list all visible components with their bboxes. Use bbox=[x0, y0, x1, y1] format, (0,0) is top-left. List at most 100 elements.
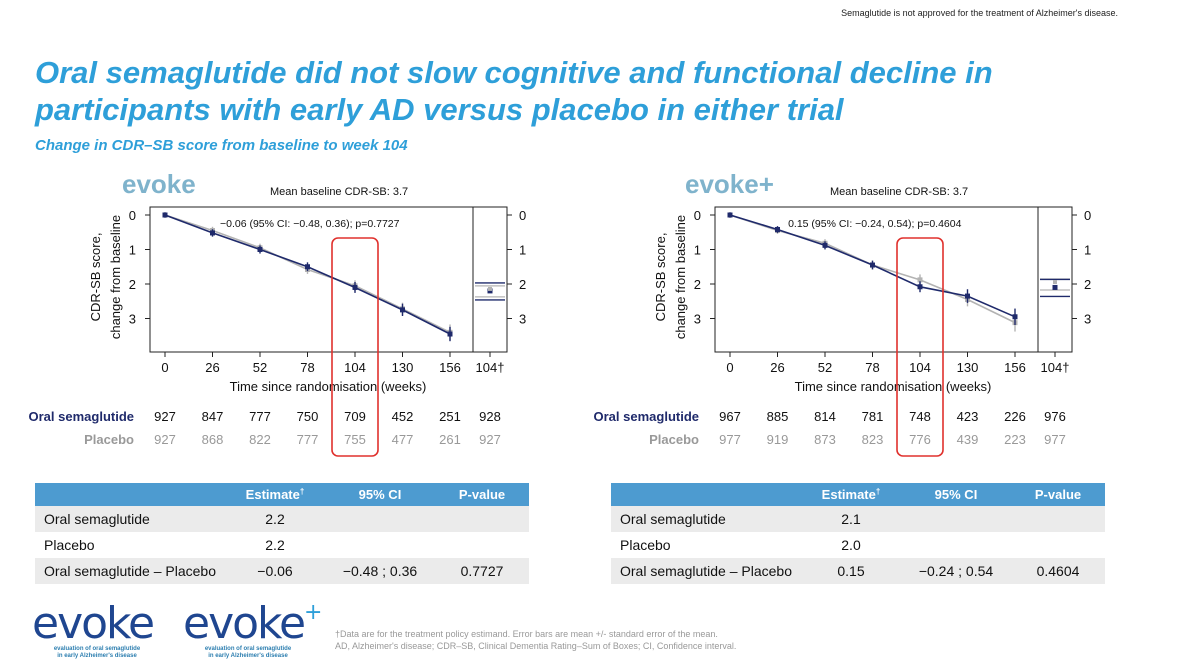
at-risk-count: 847 bbox=[202, 409, 224, 424]
cell-estimate: 2.2 bbox=[265, 537, 285, 553]
at-risk-count: 748 bbox=[909, 409, 931, 424]
row-label: Placebo bbox=[44, 537, 95, 553]
y-tick-label: 0 bbox=[694, 208, 701, 223]
week104-highlight-box bbox=[331, 237, 379, 457]
semaglutide-week104-estimate bbox=[1052, 284, 1058, 290]
row-label: Placebo bbox=[620, 537, 671, 553]
semaglutide-point bbox=[822, 242, 828, 248]
cell-estimate: 2.0 bbox=[841, 537, 861, 553]
evoke-plus-logo: evoke+ evaluation of oral semaglutide in… bbox=[183, 602, 323, 660]
evoke-logo: evoke evaluation of oral semaglutide in … bbox=[32, 602, 162, 660]
at-risk-count: 709 bbox=[344, 409, 366, 424]
x-tick-label: 52 bbox=[818, 360, 832, 375]
x-tick-label: 0 bbox=[161, 360, 168, 375]
semaglutide-point bbox=[305, 264, 310, 270]
at-risk-count: 873 bbox=[814, 432, 836, 447]
y-tick-label-right: 3 bbox=[519, 312, 526, 327]
treatment-difference-annotation: −0.06 (95% CI: −0.48, 0.36); p=0.7727 bbox=[220, 218, 400, 230]
row-label: Oral semaglutide bbox=[35, 506, 225, 532]
logo-tagline-2: in early Alzheimer's disease bbox=[208, 653, 288, 659]
semaglutide-line bbox=[164, 214, 451, 335]
at-risk-count: 967 bbox=[719, 409, 741, 424]
row-label: Oral semaglutide – Placebo bbox=[611, 558, 801, 584]
cell-pvalue bbox=[1011, 506, 1105, 532]
y-tick-label: 0 bbox=[129, 208, 136, 223]
x-tick-label: 104† bbox=[1041, 360, 1070, 375]
table-header-ci: 95% CI bbox=[901, 483, 1011, 506]
cell-pvalue bbox=[1011, 532, 1105, 558]
header-estimate-label: Estimate bbox=[245, 487, 300, 502]
at-risk-count: 927 bbox=[154, 432, 176, 447]
table-header-estimate: Estimate† bbox=[225, 483, 325, 506]
y-tick-label-right: 0 bbox=[1084, 208, 1091, 223]
semaglutide-point bbox=[210, 230, 215, 236]
disclaimer: Semaglutide is not approved for the trea… bbox=[841, 8, 1118, 18]
logo-wordmark: evoke+ bbox=[183, 602, 323, 646]
semaglutide-point bbox=[400, 307, 405, 313]
x-tick-label: 104 bbox=[909, 360, 931, 375]
y-tick-label-right: 0 bbox=[519, 208, 526, 223]
semaglutide-point bbox=[917, 284, 923, 290]
at-risk-count: 223 bbox=[1004, 432, 1026, 447]
y-tick-label: 1 bbox=[129, 243, 136, 258]
footnote: †Data are for the treatment policy estim… bbox=[335, 628, 736, 652]
semaglutide-point bbox=[162, 212, 168, 218]
at-risk-count: 814 bbox=[814, 409, 836, 424]
x-axis-label: Time since randomisation (weeks) bbox=[795, 379, 992, 394]
y-tick-label-right: 3 bbox=[1084, 312, 1091, 327]
table-row: Placebo 2.0 bbox=[611, 532, 1105, 558]
page-title: Oral semaglutide did not slow cognitive … bbox=[35, 55, 993, 127]
cell-ci bbox=[901, 532, 1011, 558]
y-tick-label-right: 1 bbox=[1084, 243, 1091, 258]
at-risk-count: 928 bbox=[479, 409, 501, 424]
x-tick-label: 26 bbox=[770, 360, 784, 375]
cell-estimate: −0.06 bbox=[225, 558, 325, 584]
at-risk-count: 777 bbox=[249, 409, 271, 424]
cell-ci bbox=[325, 506, 435, 532]
semaglutide-point bbox=[870, 262, 875, 268]
logo-tagline-2: in early Alzheimer's disease bbox=[57, 653, 137, 659]
cell-ci bbox=[325, 532, 435, 558]
cell-ci bbox=[901, 506, 1011, 532]
x-tick-label: 156 bbox=[1004, 360, 1026, 375]
table-header-pvalue: P-value bbox=[1011, 483, 1105, 506]
at-risk-count: 755 bbox=[344, 432, 366, 447]
at-risk-count: 868 bbox=[202, 432, 224, 447]
x-tick-label: 78 bbox=[300, 360, 314, 375]
y-axis-label-line-1: CDR-SB score, bbox=[88, 233, 103, 322]
at-risk-count: 226 bbox=[1004, 409, 1026, 424]
row-label: Oral semaglutide – Placebo bbox=[35, 558, 225, 584]
at-risk-count: 781 bbox=[862, 409, 884, 424]
table-header-row: Estimate† 95% CI P-value bbox=[611, 483, 1105, 506]
estimate-table-evoke-plus: Estimate† 95% CI P-value Oral semaglutid… bbox=[611, 483, 1105, 584]
table-row: Oral semaglutide – Placebo 0.15 −0.24 ; … bbox=[611, 558, 1105, 584]
placebo-point bbox=[917, 277, 923, 283]
placebo-week104-estimate bbox=[1053, 280, 1057, 284]
table-header-estimate: Estimate† bbox=[801, 483, 901, 506]
placebo-week104-estimate bbox=[488, 286, 492, 291]
dagger-mark: † bbox=[299, 487, 305, 496]
week104-highlight-box bbox=[896, 237, 944, 457]
at-risk-count: 261 bbox=[439, 432, 461, 447]
table-header-pvalue: P-value bbox=[435, 483, 529, 506]
y-tick-label-right: 1 bbox=[519, 243, 526, 258]
at-risk-count: 976 bbox=[1044, 409, 1066, 424]
at-risk-count: 477 bbox=[392, 432, 414, 447]
y-tick-label: 2 bbox=[694, 277, 701, 292]
x-tick-label: 52 bbox=[253, 360, 267, 375]
at-risk-count: 439 bbox=[957, 432, 979, 447]
at-risk-label-placebo: Placebo bbox=[84, 432, 134, 447]
y-tick-label: 3 bbox=[129, 312, 136, 327]
logo-tagline-1: evaluation of oral semaglutide bbox=[204, 646, 292, 652]
at-risk-count: 927 bbox=[154, 409, 176, 424]
at-risk-count: 452 bbox=[392, 409, 414, 424]
dagger-mark: † bbox=[875, 487, 881, 496]
logo-wordmark: evoke bbox=[32, 598, 155, 649]
y-tick-label: 3 bbox=[694, 312, 701, 327]
at-risk-count: 750 bbox=[297, 409, 319, 424]
chart-evoke-plus: 0 01 12 23 30 26 52 78 104 130 156 104†Time since r… bbox=[594, 206, 1091, 457]
at-risk-count: 777 bbox=[297, 432, 319, 447]
x-tick-label: 156 bbox=[439, 360, 461, 375]
logo-tagline-1: evaluation of oral semaglutide bbox=[53, 646, 141, 652]
x-tick-label: 78 bbox=[865, 360, 879, 375]
